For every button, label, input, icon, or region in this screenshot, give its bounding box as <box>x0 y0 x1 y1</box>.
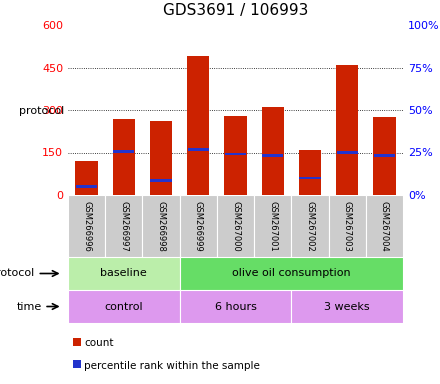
Bar <box>366 195 403 257</box>
Text: percentile rank within the sample: percentile rank within the sample <box>84 361 260 371</box>
Bar <box>76 185 97 188</box>
Bar <box>336 65 358 195</box>
Text: GSM266996: GSM266996 <box>82 200 91 252</box>
Text: count: count <box>84 339 114 349</box>
Bar <box>143 195 180 257</box>
Bar <box>73 338 81 346</box>
Bar <box>113 150 135 152</box>
Text: GSM267003: GSM267003 <box>343 200 352 252</box>
Bar <box>68 290 180 323</box>
Bar <box>217 195 254 257</box>
Bar <box>68 257 180 290</box>
Bar <box>373 117 396 195</box>
Bar <box>374 154 395 157</box>
Bar <box>337 151 358 154</box>
Text: GSM267002: GSM267002 <box>305 200 315 252</box>
Bar <box>105 195 143 257</box>
Text: GSM266997: GSM266997 <box>119 200 128 252</box>
Text: olive oil consumption: olive oil consumption <box>232 268 351 278</box>
Text: time: time <box>17 301 42 311</box>
Bar <box>261 107 284 195</box>
Text: control: control <box>105 301 143 311</box>
Bar <box>113 119 135 195</box>
Text: GSM267001: GSM267001 <box>268 200 277 252</box>
Text: GDS3691 / 106993: GDS3691 / 106993 <box>163 3 308 18</box>
Bar <box>299 177 321 179</box>
Bar <box>291 290 403 323</box>
Text: GSM266998: GSM266998 <box>157 200 165 252</box>
Bar <box>291 195 329 257</box>
Bar <box>68 195 105 257</box>
Bar <box>180 195 217 257</box>
Text: baseline: baseline <box>100 268 147 278</box>
Text: protocol: protocol <box>0 268 34 278</box>
Text: GSM267004: GSM267004 <box>380 200 389 252</box>
Bar <box>150 121 172 195</box>
Bar <box>180 290 291 323</box>
Text: GSM267000: GSM267000 <box>231 200 240 252</box>
Text: 6 hours: 6 hours <box>215 301 257 311</box>
Bar <box>299 150 321 195</box>
Bar <box>180 257 403 290</box>
Bar <box>188 148 209 151</box>
Text: GSM266999: GSM266999 <box>194 200 203 252</box>
Text: protocol: protocol <box>19 106 64 116</box>
Bar <box>254 195 291 257</box>
Bar <box>262 154 283 157</box>
Bar <box>329 195 366 257</box>
Bar <box>224 116 247 195</box>
Text: 3 weeks: 3 weeks <box>324 301 370 311</box>
Bar <box>73 360 81 368</box>
Bar <box>75 161 98 195</box>
Bar <box>225 152 246 156</box>
Bar <box>187 56 209 195</box>
Bar <box>150 179 172 182</box>
